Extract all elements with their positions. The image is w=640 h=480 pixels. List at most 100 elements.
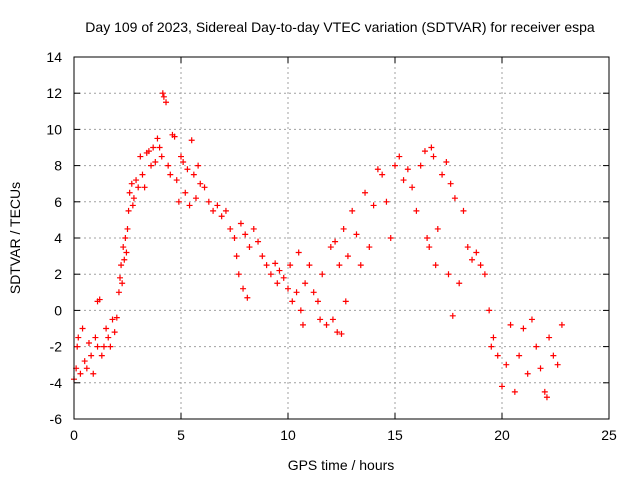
data-point xyxy=(430,153,437,160)
data-point xyxy=(490,334,497,341)
data-point xyxy=(75,334,82,341)
data-point xyxy=(499,383,505,390)
data-point xyxy=(125,207,132,214)
data-point xyxy=(344,253,351,260)
data-point xyxy=(77,370,84,377)
data-point xyxy=(317,316,324,323)
data-point xyxy=(387,235,394,241)
data-point xyxy=(323,321,330,328)
data-point xyxy=(400,177,407,184)
data-point xyxy=(197,180,204,187)
data-point xyxy=(121,256,128,263)
data-point xyxy=(299,321,306,328)
data-point xyxy=(210,207,217,214)
data-point xyxy=(163,99,170,106)
data-point xyxy=(524,370,531,377)
data-point xyxy=(503,361,510,368)
y-tick-label: -2 xyxy=(50,339,63,355)
data-point xyxy=(154,135,161,142)
data-point xyxy=(554,361,561,368)
data-point xyxy=(511,388,518,395)
data-point xyxy=(122,235,129,241)
data-point xyxy=(156,144,163,151)
data-point xyxy=(306,262,313,269)
axis-ticks: 0 5 10 15 20 25 -6 -4 -2 0 2 4 6 8 10 12 14 xyxy=(46,49,617,443)
data-point xyxy=(550,352,557,359)
data-point xyxy=(255,238,262,245)
data-point xyxy=(123,249,130,256)
data-point xyxy=(90,370,97,377)
data-point xyxy=(366,244,373,251)
data-point xyxy=(126,189,133,196)
data-point xyxy=(486,307,493,314)
data-point xyxy=(240,285,247,292)
data-point xyxy=(428,144,435,151)
data-point xyxy=(287,262,294,269)
data-point xyxy=(159,90,166,97)
data-point xyxy=(227,225,234,232)
data-point xyxy=(173,177,180,184)
data-point xyxy=(392,162,398,169)
data-point xyxy=(92,334,99,341)
data-point xyxy=(327,244,334,251)
data-point xyxy=(417,162,424,169)
data-point xyxy=(148,162,155,169)
data-point xyxy=(201,184,208,191)
data-point xyxy=(473,249,480,256)
data-point xyxy=(528,316,535,323)
data-point xyxy=(190,171,197,178)
data-point xyxy=(297,307,304,314)
data-point xyxy=(165,162,172,169)
data-point xyxy=(231,235,238,241)
chart-title: Day 109 of 2023, Sidereal Day-to-day VTE… xyxy=(85,19,595,35)
data-point xyxy=(494,352,501,359)
data-point xyxy=(118,262,125,269)
data-point xyxy=(259,253,266,260)
grid-lines xyxy=(74,57,609,419)
data-point xyxy=(543,394,550,401)
data-point xyxy=(314,298,321,305)
data-point xyxy=(107,343,114,350)
data-point xyxy=(342,298,349,305)
data-point xyxy=(456,280,463,287)
data-points xyxy=(71,90,565,401)
x-tick-label: 20 xyxy=(494,427,510,443)
data-point xyxy=(96,296,103,303)
data-point xyxy=(349,207,356,214)
y-tick-label: 12 xyxy=(46,85,62,101)
data-point xyxy=(94,343,101,350)
y-tick-label: 14 xyxy=(46,49,62,65)
data-point xyxy=(310,289,317,296)
data-point xyxy=(426,244,433,251)
y-tick-label: 8 xyxy=(54,158,62,174)
data-point xyxy=(135,184,142,191)
data-point xyxy=(445,271,452,278)
data-point xyxy=(195,162,202,169)
data-point xyxy=(421,148,428,155)
data-point xyxy=(558,321,565,328)
data-point xyxy=(374,166,381,173)
data-point xyxy=(336,262,343,269)
y-tick-label: 6 xyxy=(54,194,62,210)
data-point xyxy=(130,195,137,202)
data-point xyxy=(218,213,225,220)
y-tick-label: 4 xyxy=(54,230,62,246)
data-point xyxy=(246,244,253,251)
data-point xyxy=(111,329,118,336)
data-point xyxy=(272,260,279,267)
data-point xyxy=(537,365,544,372)
data-point xyxy=(383,198,390,205)
data-point xyxy=(205,198,212,205)
data-point xyxy=(533,343,540,350)
data-point xyxy=(507,321,514,328)
data-point xyxy=(237,220,244,227)
data-point xyxy=(285,285,291,292)
data-point xyxy=(175,198,182,205)
data-point xyxy=(481,271,488,278)
data-point xyxy=(280,274,287,281)
data-point xyxy=(404,166,411,173)
data-point xyxy=(469,256,476,263)
data-point xyxy=(276,267,283,274)
data-point xyxy=(137,153,144,160)
data-point xyxy=(235,271,242,278)
